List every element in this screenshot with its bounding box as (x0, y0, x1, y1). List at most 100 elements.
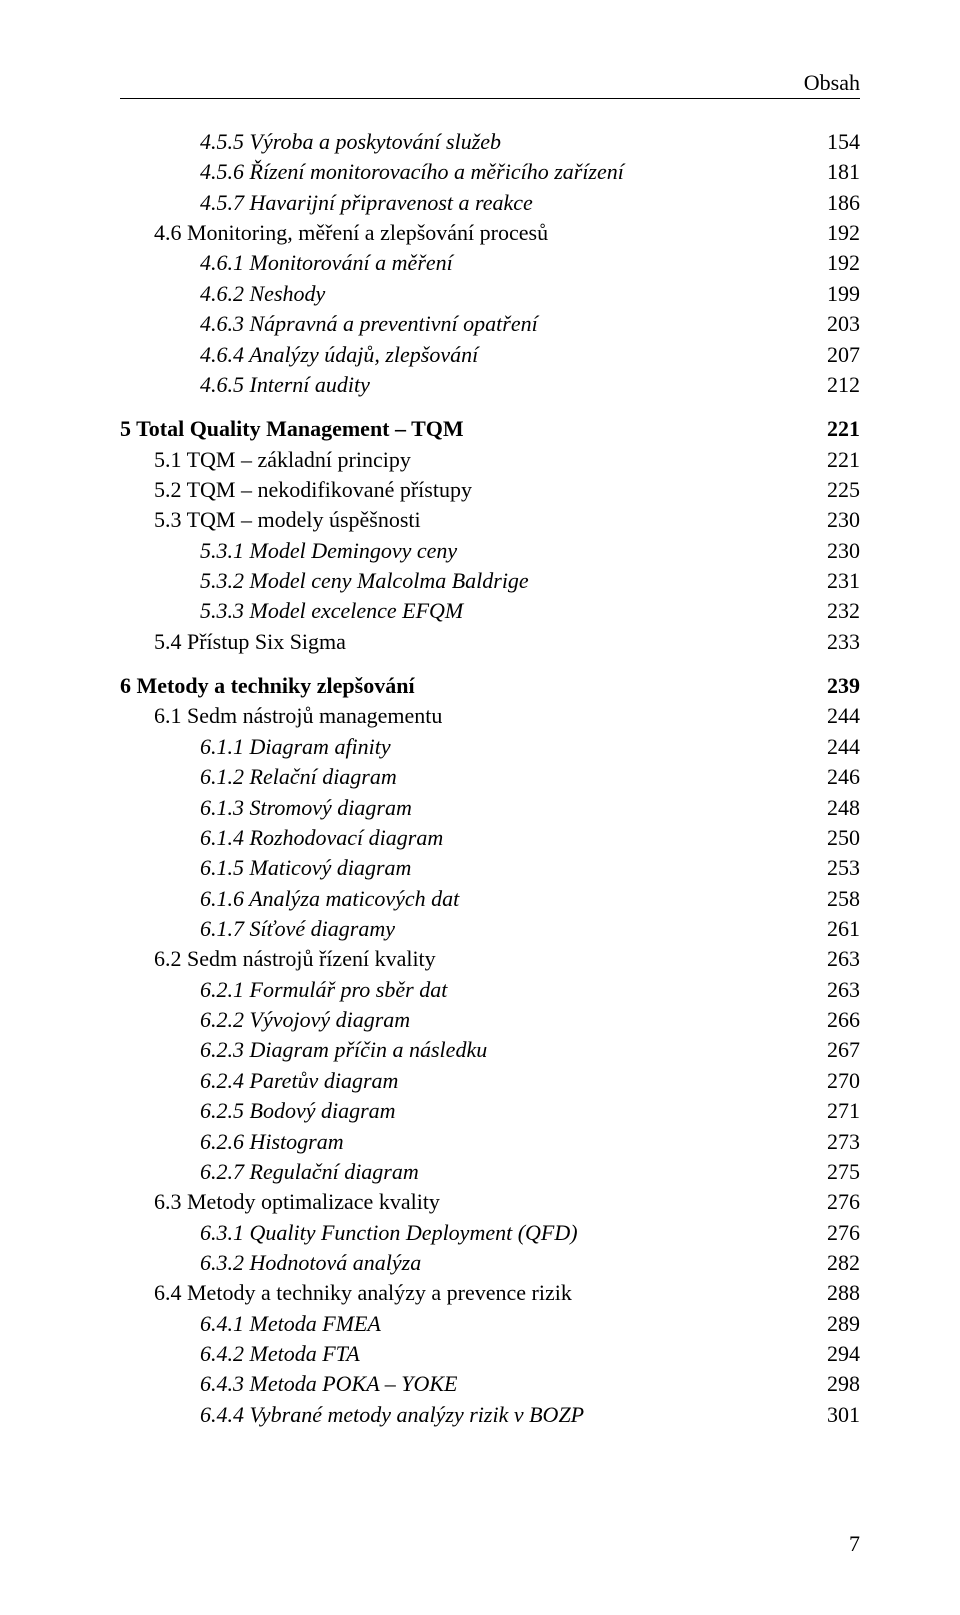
toc-entry-label: 5 Total Quality Management – TQM (120, 414, 810, 444)
toc-entry-label: 6.2 Sedm nástrojů řízení kvality (120, 944, 810, 974)
toc-row: 5.3.1 Model Demingovy ceny230 (120, 536, 860, 566)
page: Obsah 4.5.5 Výroba a poskytování služeb1… (0, 0, 960, 1615)
toc-entry-page: 266 (810, 1005, 860, 1035)
toc-entry-page: 258 (810, 884, 860, 914)
running-head: Obsah (120, 70, 860, 96)
toc-entry-label: 6.3 Metody optimalizace kvality (120, 1187, 810, 1217)
toc-row: 6.3.2 Hodnotová analýza282 (120, 1248, 860, 1278)
toc-entry-label: 6.2.5 Bodový diagram (120, 1096, 810, 1126)
toc-entry-page: 207 (810, 340, 860, 370)
toc-entry-label: 6.4.2 Metoda FTA (120, 1339, 810, 1369)
toc-entry-page: 289 (810, 1309, 860, 1339)
toc-entry-label: 6.4.4 Vybrané metody analýzy rizik v BOZ… (120, 1400, 810, 1430)
toc-entry-page: 275 (810, 1157, 860, 1187)
toc-entry-page: 232 (810, 596, 860, 626)
toc-row: 6.1.3 Stromový diagram248 (120, 793, 860, 823)
table-of-contents: 4.5.5 Výroba a poskytování služeb1544.5.… (120, 127, 860, 1430)
toc-entry-page: 298 (810, 1369, 860, 1399)
toc-entry-label: 4.6.3 Nápravná a preventivní opatření (120, 309, 810, 339)
toc-entry-page: 276 (810, 1187, 860, 1217)
toc-entry-label: 4.6.4 Analýzy údajů, zlepšování (120, 340, 810, 370)
toc-row: 6.3 Metody optimalizace kvality276 (120, 1187, 860, 1217)
toc-entry-label: 5.2 TQM – nekodifikované přístupy (120, 475, 810, 505)
toc-entry-label: 4.6.2 Neshody (120, 279, 810, 309)
toc-row: 4.5.5 Výroba a poskytování služeb154 (120, 127, 860, 157)
toc-row: 6.1.6 Analýza maticových dat258 (120, 884, 860, 914)
toc-row: 6.1.4 Rozhodovací diagram250 (120, 823, 860, 853)
toc-entry-label: 6.1 Sedm nástrojů managementu (120, 701, 810, 731)
toc-row: 6.1.1 Diagram afinity244 (120, 732, 860, 762)
toc-entry-page: 248 (810, 793, 860, 823)
toc-row: 4.6.3 Nápravná a preventivní opatření203 (120, 309, 860, 339)
toc-entry-label: 4.6.5 Interní audity (120, 370, 810, 400)
toc-entry-label: 5.3 TQM – modely úspěšnosti (120, 505, 810, 535)
toc-entry-label: 4.5.7 Havarijní připravenost a reakce (120, 188, 810, 218)
toc-entry-page: 199 (810, 279, 860, 309)
toc-entry-page: 261 (810, 914, 860, 944)
toc-entry-page: 203 (810, 309, 860, 339)
toc-entry-label: 6.2.1 Formulář pro sběr dat (120, 975, 810, 1005)
toc-row: 4.6.5 Interní audity212 (120, 370, 860, 400)
toc-row: 6.1.2 Relační diagram246 (120, 762, 860, 792)
toc-entry-label: 4.5.6 Řízení monitorovacího a měřicího z… (120, 157, 810, 187)
toc-row: 6.1.5 Maticový diagram253 (120, 853, 860, 883)
toc-row: 4.6.2 Neshody199 (120, 279, 860, 309)
toc-entry-label: 6.2.7 Regulační diagram (120, 1157, 810, 1187)
toc-row: 4.6.1 Monitorování a měření192 (120, 248, 860, 278)
toc-entry-page: 186 (810, 188, 860, 218)
toc-entry-label: 6.3.2 Hodnotová analýza (120, 1248, 810, 1278)
toc-entry-label: 6.1.1 Diagram afinity (120, 732, 810, 762)
toc-row: 6.4.3 Metoda POKA – YOKE298 (120, 1369, 860, 1399)
toc-entry-label: 6.2.4 Paretův diagram (120, 1066, 810, 1096)
toc-row: 6.4.1 Metoda FMEA289 (120, 1309, 860, 1339)
toc-entry-label: 6.1.6 Analýza maticových dat (120, 884, 810, 914)
toc-entry-label: 6 Metody a techniky zlepšování (120, 671, 810, 701)
header-rule (120, 98, 860, 99)
toc-row: 5.3.3 Model excelence EFQM232 (120, 596, 860, 626)
toc-entry-page: 221 (810, 414, 860, 444)
toc-entry-page: 154 (810, 127, 860, 157)
toc-entry-page: 250 (810, 823, 860, 853)
toc-entry-label: 6.1.7 Síťové diagramy (120, 914, 810, 944)
toc-row: 6.2.4 Paretův diagram270 (120, 1066, 860, 1096)
toc-row: 6.2.7 Regulační diagram275 (120, 1157, 860, 1187)
toc-entry-page: 244 (810, 732, 860, 762)
toc-entry-page: 253 (810, 853, 860, 883)
toc-entry-page: 212 (810, 370, 860, 400)
toc-entry-page: 263 (810, 944, 860, 974)
toc-entry-page: 230 (810, 536, 860, 566)
toc-row: 6.2 Sedm nástrojů řízení kvality263 (120, 944, 860, 974)
toc-entry-page: 221 (810, 445, 860, 475)
toc-entry-label: 5.3.3 Model excelence EFQM (120, 596, 810, 626)
toc-block: 5 Total Quality Management – TQM2215.1 T… (120, 414, 860, 657)
toc-entry-label: 5.4 Přístup Six Sigma (120, 627, 810, 657)
toc-entry-page: 267 (810, 1035, 860, 1065)
toc-entry-label: 6.4.3 Metoda POKA – YOKE (120, 1369, 810, 1399)
toc-row: 6 Metody a techniky zlepšování239 (120, 671, 860, 701)
toc-entry-page: 231 (810, 566, 860, 596)
toc-row: 6.1 Sedm nástrojů managementu244 (120, 701, 860, 731)
toc-entry-page: 270 (810, 1066, 860, 1096)
toc-entry-page: 273 (810, 1127, 860, 1157)
toc-entry-page: 181 (810, 157, 860, 187)
toc-entry-label: 6.2.6 Histogram (120, 1127, 810, 1157)
toc-entry-page: 244 (810, 701, 860, 731)
toc-row: 4.6.4 Analýzy údajů, zlepšování207 (120, 340, 860, 370)
toc-row: 4.6 Monitoring, měření a zlepšování proc… (120, 218, 860, 248)
toc-entry-label: 6.1.5 Maticový diagram (120, 853, 810, 883)
toc-entry-page: 288 (810, 1278, 860, 1308)
toc-entry-label: 6.4.1 Metoda FMEA (120, 1309, 810, 1339)
toc-row: 4.5.7 Havarijní připravenost a reakce186 (120, 188, 860, 218)
toc-row: 5.2 TQM – nekodifikované přístupy225 (120, 475, 860, 505)
toc-entry-page: 282 (810, 1248, 860, 1278)
toc-row: 4.5.6 Řízení monitorovacího a měřicího z… (120, 157, 860, 187)
toc-block: 4.5.5 Výroba a poskytování služeb1544.5.… (120, 127, 860, 400)
toc-entry-page: 301 (810, 1400, 860, 1430)
toc-entry-page: 192 (810, 248, 860, 278)
toc-entry-label: 6.2.2 Vývojový diagram (120, 1005, 810, 1035)
toc-row: 6.1.7 Síťové diagramy261 (120, 914, 860, 944)
toc-entry-label: 6.1.2 Relační diagram (120, 762, 810, 792)
toc-entry-page: 276 (810, 1218, 860, 1248)
toc-entry-label: 6.3.1 Quality Function Deployment (QFD) (120, 1218, 810, 1248)
toc-entry-label: 5.3.2 Model ceny Malcolma Baldrige (120, 566, 810, 596)
